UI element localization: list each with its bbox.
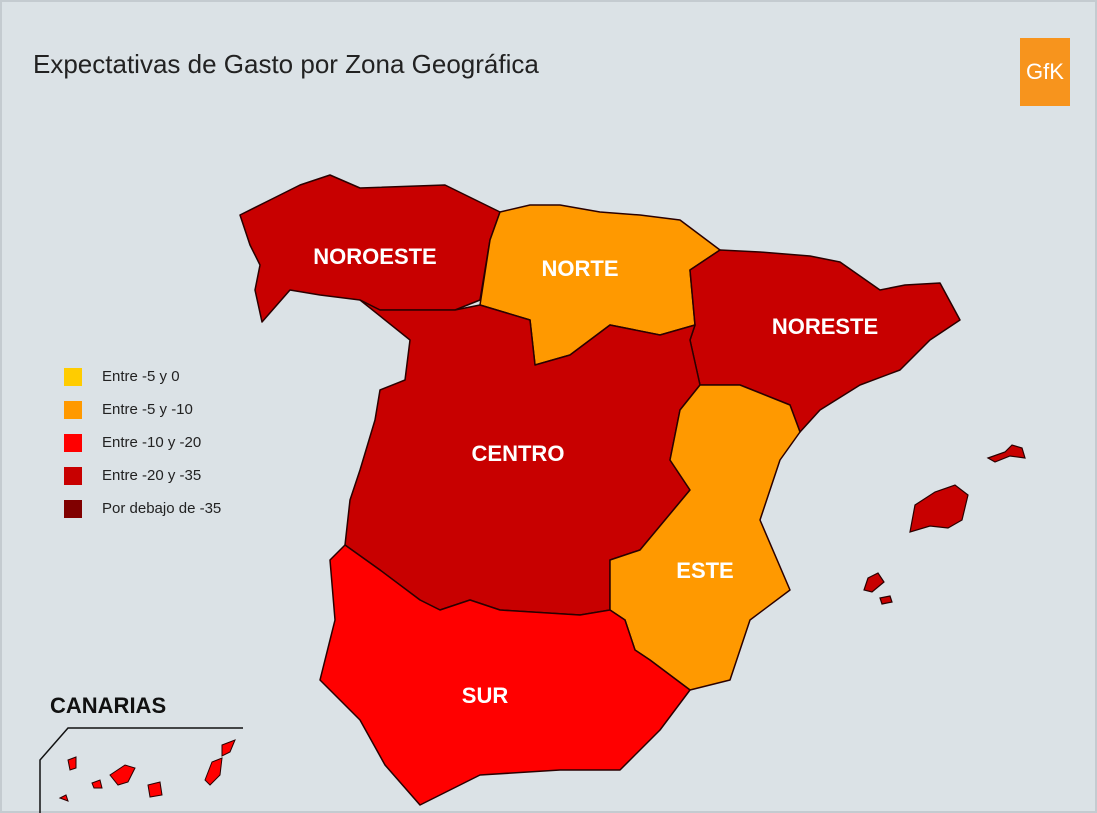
island <box>863 572 885 593</box>
island <box>909 484 969 533</box>
island <box>91 779 103 789</box>
region-label: ESTE <box>676 558 733 583</box>
island <box>221 739 236 757</box>
legend-swatch <box>64 500 82 518</box>
island <box>67 756 77 771</box>
inset-frame <box>39 727 243 813</box>
island <box>109 764 136 786</box>
canarias <box>58 739 236 802</box>
legend-label: Por debajo de -35 <box>102 500 221 517</box>
legend-swatch <box>64 368 82 386</box>
region-label: NOROESTE <box>313 244 436 269</box>
baleares <box>863 444 1026 605</box>
island <box>879 595 893 605</box>
logo: GfK <box>1026 59 1064 84</box>
island <box>147 781 163 798</box>
island <box>58 794 69 802</box>
legend-swatch <box>64 434 82 452</box>
island <box>204 757 223 786</box>
legend-swatch <box>64 401 82 419</box>
region-label: NORTE <box>542 256 619 281</box>
legend-label: Entre -5 y 0 <box>102 368 180 385</box>
region-label: CENTRO <box>472 441 565 466</box>
region-label: NORESTE <box>772 314 878 339</box>
logo-box <box>1020 38 1070 106</box>
inset-label: CANARIAS <box>50 693 166 718</box>
legend-label: Entre -20 y -35 <box>102 467 201 484</box>
title: Expectativas de Gasto por Zona Geográfic… <box>33 49 539 79</box>
legend-label: Entre -5 y -10 <box>102 401 193 418</box>
legend-swatch <box>64 467 82 485</box>
region-label: SUR <box>462 683 509 708</box>
island <box>986 444 1026 463</box>
legend-label: Entre -10 y -20 <box>102 434 201 451</box>
region <box>319 544 691 806</box>
